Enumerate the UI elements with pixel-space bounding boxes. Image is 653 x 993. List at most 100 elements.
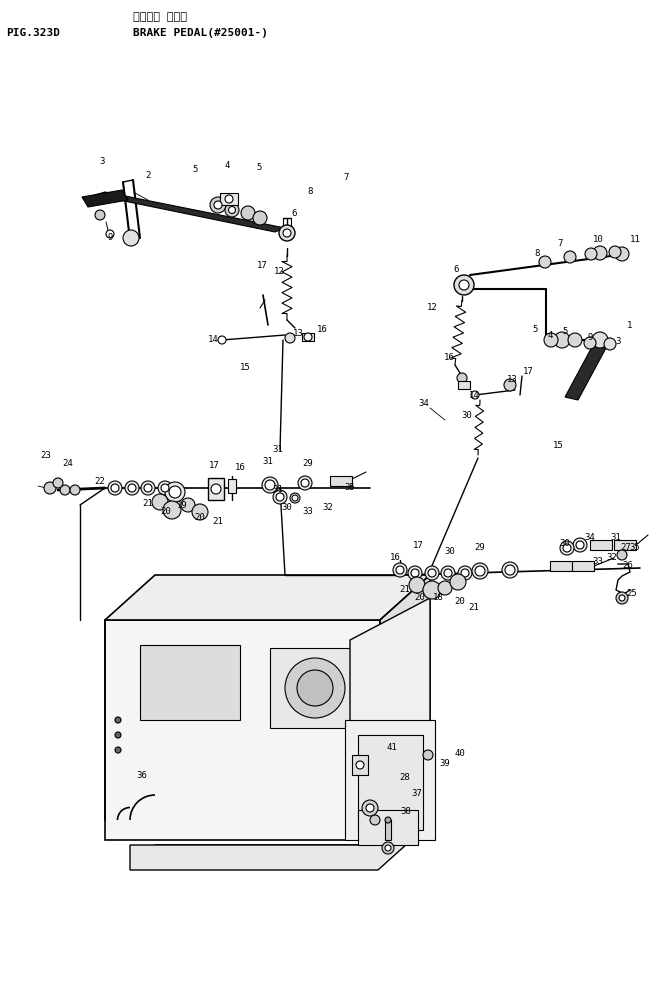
Circle shape bbox=[152, 494, 168, 510]
Circle shape bbox=[225, 203, 239, 217]
Circle shape bbox=[385, 845, 391, 851]
Text: 34: 34 bbox=[584, 532, 596, 541]
Text: 13: 13 bbox=[507, 375, 517, 384]
Circle shape bbox=[362, 800, 378, 816]
Circle shape bbox=[169, 486, 181, 498]
Circle shape bbox=[450, 574, 466, 590]
Circle shape bbox=[125, 481, 139, 495]
Circle shape bbox=[585, 248, 597, 260]
Text: 5: 5 bbox=[257, 164, 262, 173]
Circle shape bbox=[502, 562, 518, 578]
Polygon shape bbox=[95, 192, 285, 232]
Bar bbox=[385, 820, 391, 840]
Circle shape bbox=[604, 338, 616, 350]
Text: 18: 18 bbox=[433, 593, 443, 602]
Circle shape bbox=[265, 480, 275, 490]
Circle shape bbox=[459, 280, 469, 290]
Polygon shape bbox=[350, 598, 430, 840]
Text: 17: 17 bbox=[413, 540, 423, 549]
Circle shape bbox=[106, 230, 114, 238]
Text: 30: 30 bbox=[462, 411, 472, 420]
Text: 33: 33 bbox=[302, 507, 313, 516]
Text: 31: 31 bbox=[263, 458, 274, 467]
Text: 4: 4 bbox=[225, 161, 230, 170]
Circle shape bbox=[539, 256, 551, 268]
Circle shape bbox=[411, 569, 419, 577]
Text: 22: 22 bbox=[95, 478, 105, 487]
Text: 20: 20 bbox=[161, 507, 171, 516]
Text: 32: 32 bbox=[323, 502, 334, 511]
Bar bbox=[590, 540, 612, 550]
Circle shape bbox=[592, 332, 608, 348]
Circle shape bbox=[279, 225, 295, 241]
Text: 20: 20 bbox=[415, 593, 425, 602]
Circle shape bbox=[123, 230, 139, 246]
Circle shape bbox=[181, 498, 195, 512]
Circle shape bbox=[609, 246, 621, 258]
Text: 39: 39 bbox=[439, 760, 451, 769]
Text: PIG.323D: PIG.323D bbox=[6, 28, 60, 38]
Circle shape bbox=[70, 485, 80, 495]
Circle shape bbox=[396, 566, 404, 574]
Circle shape bbox=[115, 732, 121, 738]
Text: 41: 41 bbox=[387, 744, 398, 753]
Circle shape bbox=[158, 481, 172, 495]
Text: 7: 7 bbox=[343, 174, 349, 183]
Circle shape bbox=[370, 815, 380, 825]
Bar bbox=[140, 645, 240, 720]
Text: 15: 15 bbox=[240, 363, 250, 372]
Circle shape bbox=[382, 842, 394, 854]
Circle shape bbox=[95, 210, 105, 220]
Text: 5: 5 bbox=[562, 328, 567, 337]
Bar bbox=[614, 540, 636, 550]
Circle shape bbox=[290, 493, 300, 503]
Circle shape bbox=[423, 581, 441, 599]
Text: 21: 21 bbox=[142, 498, 153, 507]
Text: 16: 16 bbox=[317, 326, 327, 335]
Circle shape bbox=[44, 482, 56, 494]
Text: 28: 28 bbox=[400, 773, 410, 781]
Text: 16: 16 bbox=[390, 552, 400, 561]
Polygon shape bbox=[82, 190, 128, 207]
Text: 24: 24 bbox=[63, 460, 73, 469]
Circle shape bbox=[504, 379, 516, 391]
Circle shape bbox=[115, 717, 121, 723]
Circle shape bbox=[297, 670, 333, 706]
Text: 35: 35 bbox=[629, 543, 641, 552]
Circle shape bbox=[471, 391, 479, 399]
Circle shape bbox=[225, 195, 233, 203]
Text: 7: 7 bbox=[557, 239, 563, 248]
Circle shape bbox=[393, 563, 407, 577]
Polygon shape bbox=[130, 800, 428, 870]
Text: 30: 30 bbox=[560, 538, 570, 547]
Circle shape bbox=[108, 481, 122, 495]
Circle shape bbox=[423, 750, 433, 760]
Text: 21: 21 bbox=[213, 517, 223, 526]
Polygon shape bbox=[380, 575, 430, 840]
Text: BRAKE PEDAL(#25001-): BRAKE PEDAL(#25001-) bbox=[133, 28, 268, 38]
Bar bbox=[330, 476, 352, 486]
Circle shape bbox=[144, 484, 152, 492]
Text: 14: 14 bbox=[469, 390, 479, 399]
Circle shape bbox=[457, 373, 467, 383]
Circle shape bbox=[385, 817, 391, 823]
Circle shape bbox=[475, 566, 485, 576]
Circle shape bbox=[165, 482, 185, 502]
Circle shape bbox=[438, 581, 452, 595]
Text: 15: 15 bbox=[552, 441, 564, 450]
Circle shape bbox=[304, 333, 312, 341]
Polygon shape bbox=[565, 345, 606, 400]
Text: 8: 8 bbox=[534, 249, 539, 258]
Text: 23: 23 bbox=[40, 451, 52, 460]
Text: 20: 20 bbox=[195, 513, 206, 522]
Bar bbox=[352, 755, 368, 775]
Circle shape bbox=[560, 541, 574, 555]
Circle shape bbox=[366, 804, 374, 812]
Text: 9: 9 bbox=[107, 233, 113, 242]
Circle shape bbox=[616, 592, 628, 604]
Circle shape bbox=[163, 501, 181, 519]
Text: 13: 13 bbox=[293, 330, 304, 339]
Circle shape bbox=[584, 337, 596, 349]
Text: 32: 32 bbox=[607, 553, 617, 562]
Text: 27: 27 bbox=[620, 543, 631, 552]
